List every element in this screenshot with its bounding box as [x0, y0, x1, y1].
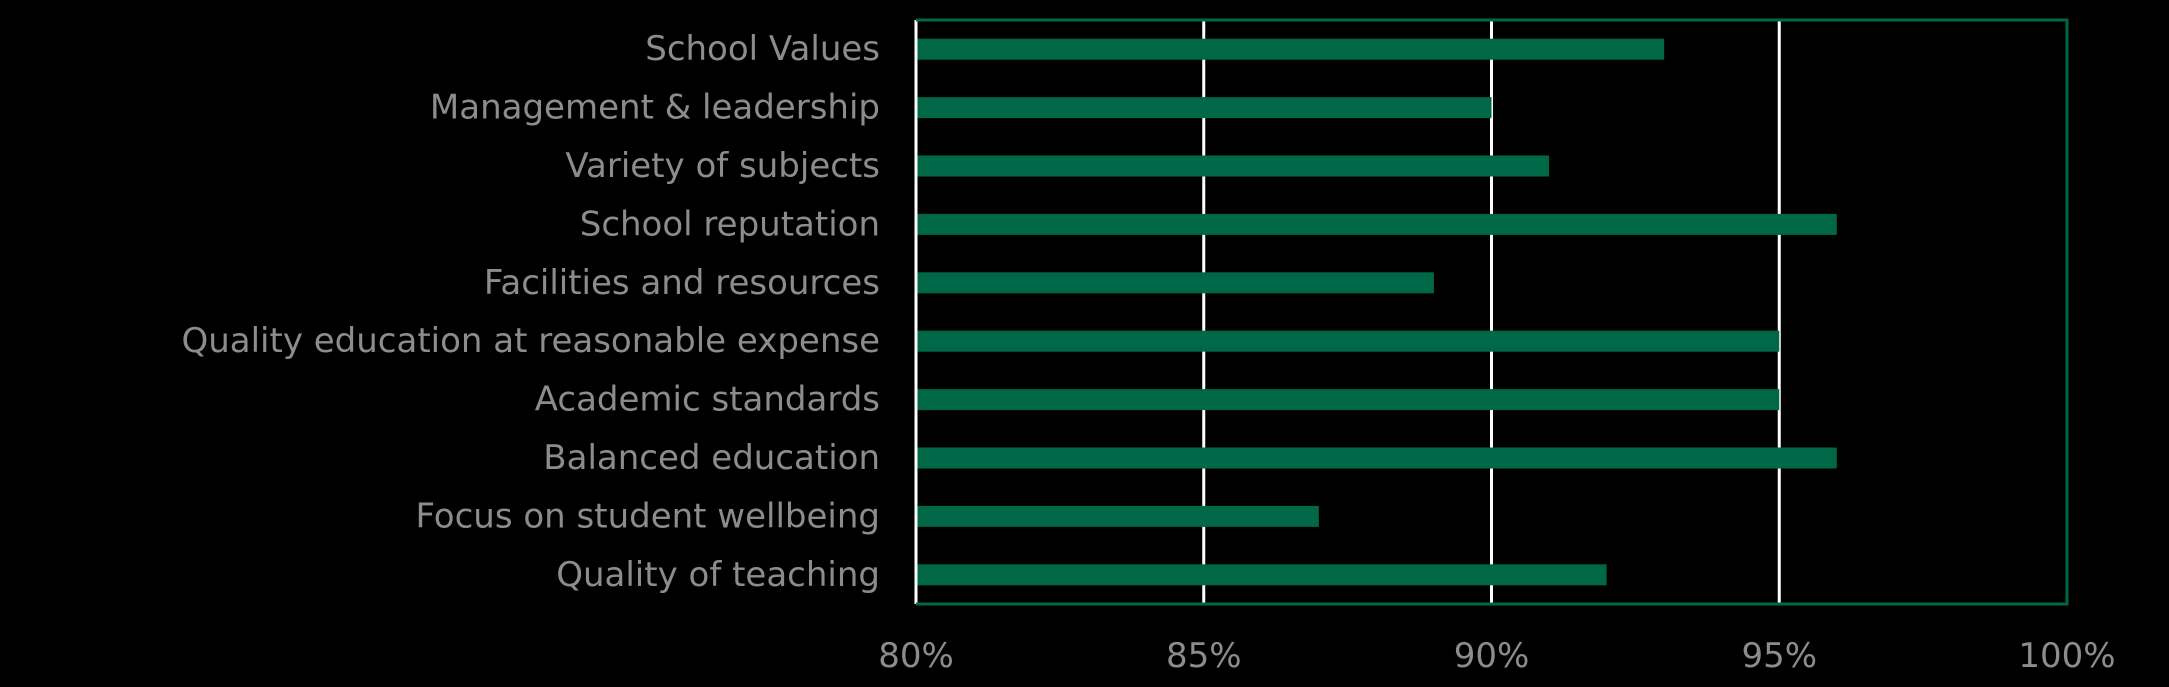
category-labels: School Values Management & leadership Vari… [181, 29, 880, 595]
bar-variety-of-subjects [916, 155, 1550, 177]
x-tick-label-100: 100% [2018, 636, 2115, 676]
category-label-facilities-and-resources: Facilities and resources [484, 263, 880, 303]
bar-academic-standards [916, 389, 1780, 411]
category-label-balanced-education: Balanced education [543, 438, 880, 478]
bar-school-reputation [916, 213, 1837, 235]
category-label-academic-standards: Academic standards [535, 380, 880, 420]
category-label-quality-of-teaching: Quality of teaching [556, 555, 880, 595]
plot-frame [914, 18, 2069, 606]
bars [916, 38, 1837, 586]
category-label-school-reputation: School reputation [580, 204, 880, 244]
x-tick-labels: 80% 85% 90% 95% 100% [878, 636, 2115, 676]
category-label-focus-on-student-wellbeing: Focus on student wellbeing [415, 496, 880, 536]
bar-quality-of-teaching [916, 564, 1607, 586]
x-tick-label-85: 85% [1166, 636, 1242, 676]
category-label-management-and-leadership: Management & leadership [430, 88, 880, 128]
bar-focus-on-student-wellbeing [916, 505, 1319, 527]
category-label-variety-of-subjects: Variety of subjects [565, 146, 880, 186]
bar-management-and-leadership [916, 97, 1492, 119]
plot-border [916, 18, 2069, 606]
x-tick-label-95: 95% [1741, 636, 1817, 676]
bar-school-values [916, 38, 1665, 60]
bar-facilities-and-resources [916, 272, 1434, 294]
category-label-quality-education-at-reasonable-expense: Quality education at reasonable expense [181, 321, 880, 361]
category-label-school-values: School Values [645, 29, 880, 69]
x-tick-label-90: 90% [1454, 636, 1530, 676]
bar-quality-education-at-reasonable-expense [916, 330, 1780, 352]
bar-balanced-education [916, 447, 1837, 469]
x-tick-label-80: 80% [878, 636, 954, 676]
